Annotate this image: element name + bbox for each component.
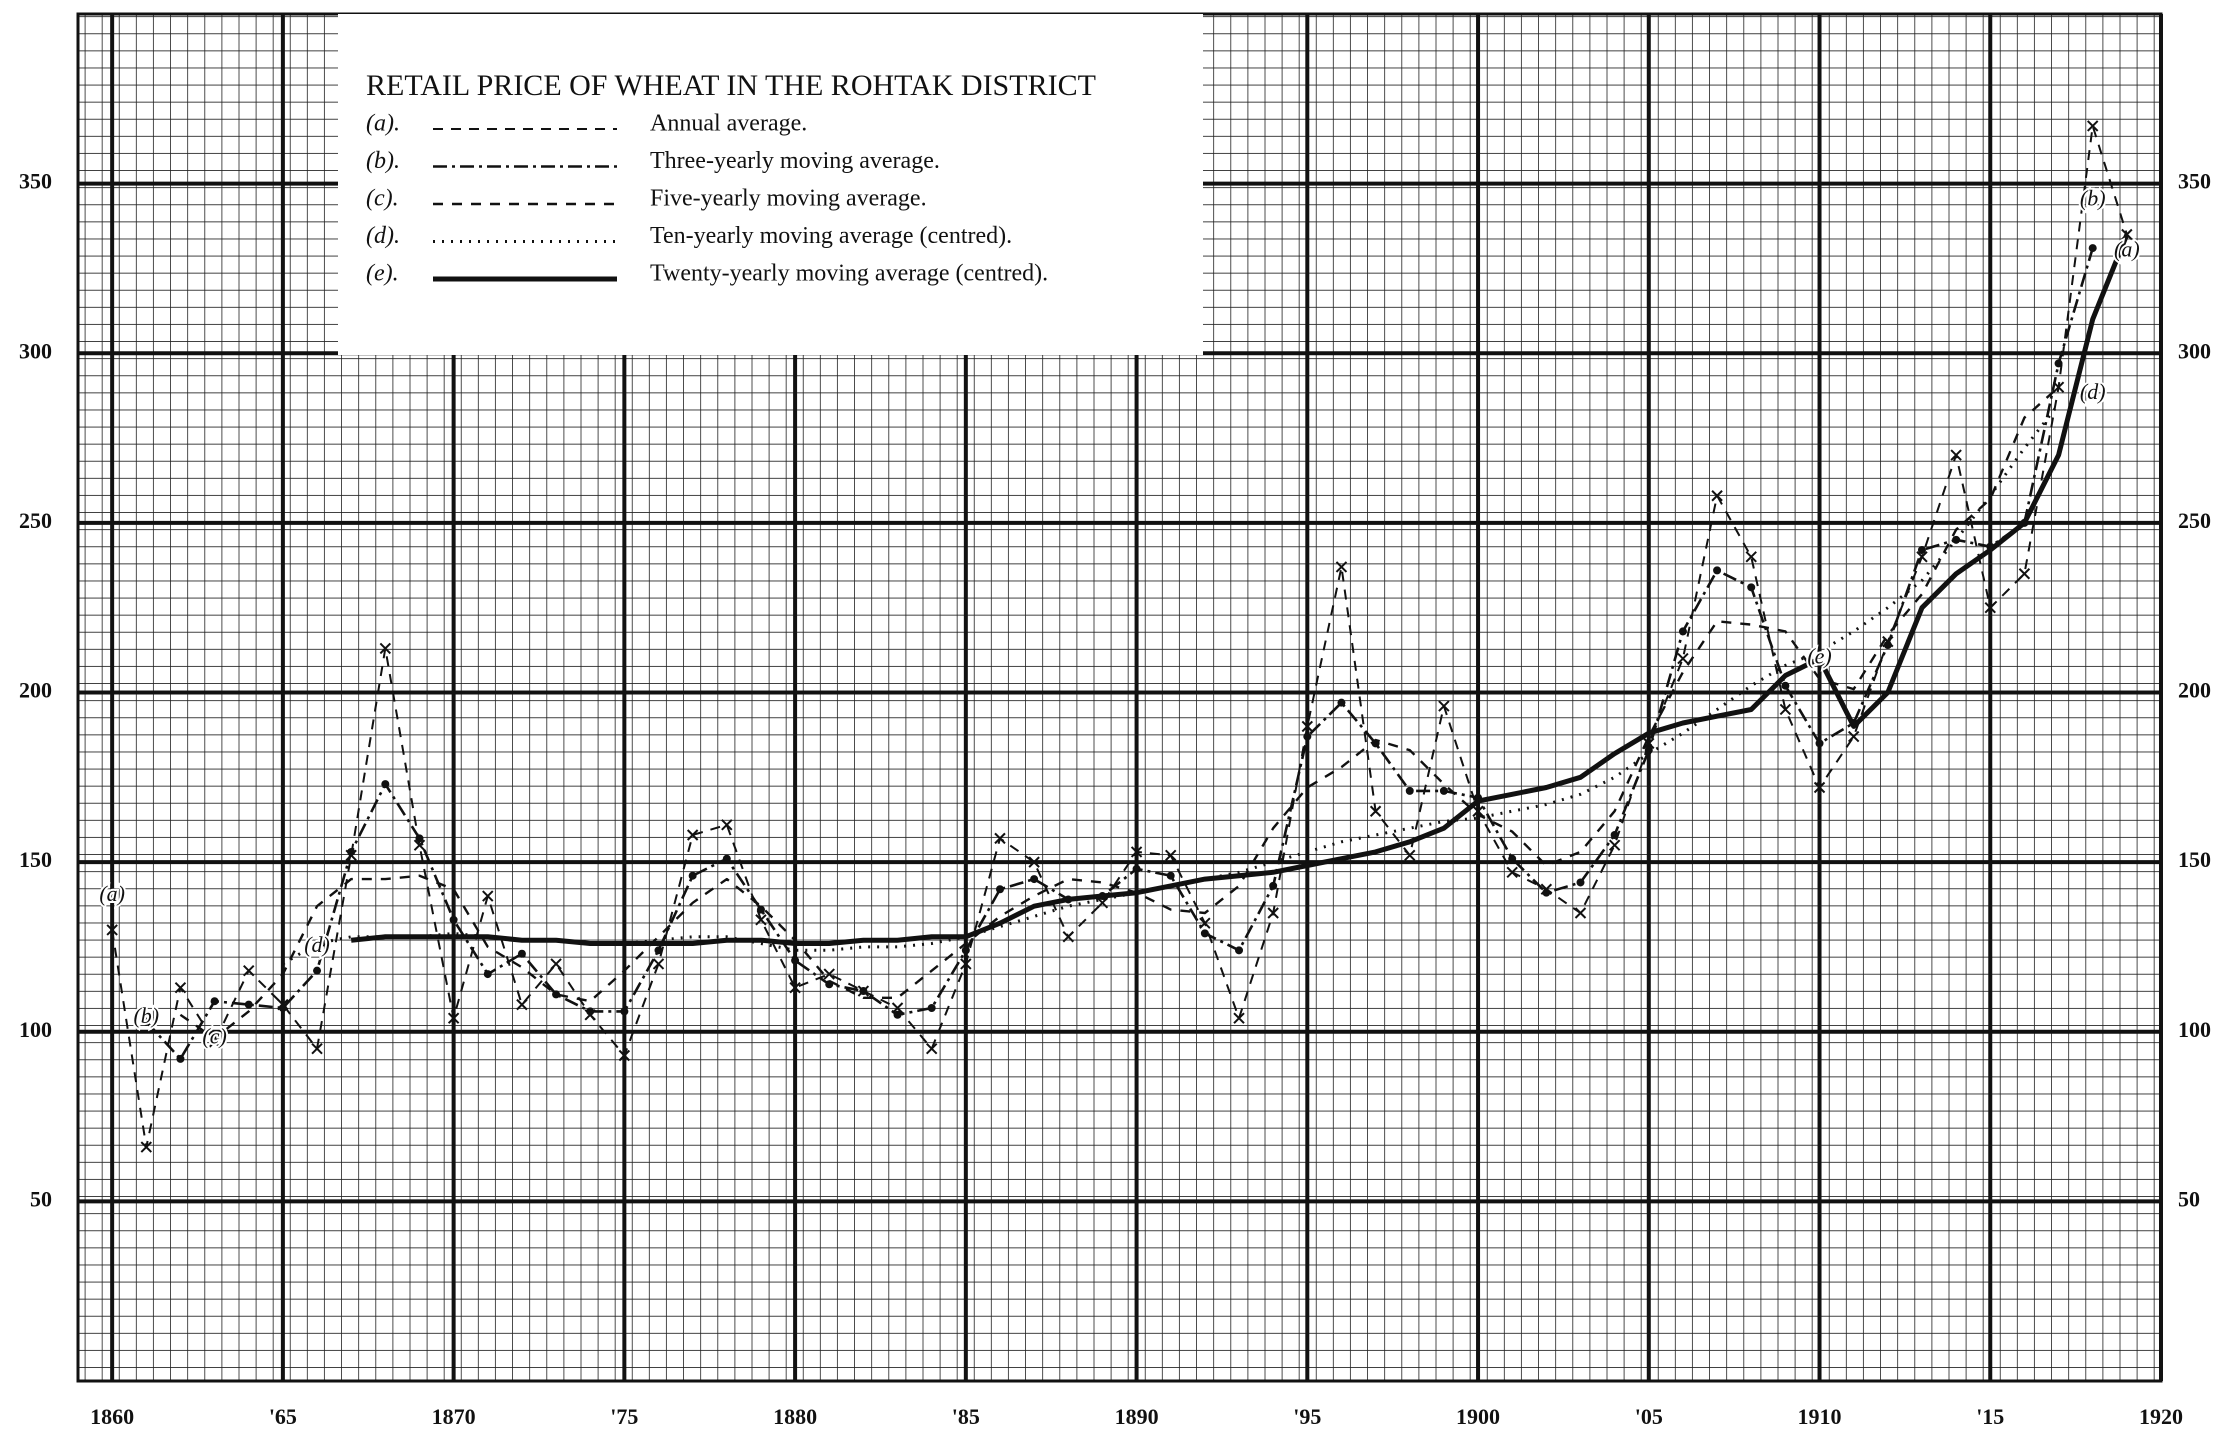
point-marker [686, 829, 699, 841]
x-tick-label: '85 [952, 1404, 980, 1429]
point-marker [1608, 839, 1621, 851]
legend-box [338, 14, 1203, 355]
legend-key: (b). [366, 148, 400, 174]
y-tick-label-right: 350 [2178, 169, 2211, 194]
x-tick-label: '05 [1635, 1404, 1663, 1429]
point-marker [1166, 871, 1175, 880]
point-marker [244, 1000, 253, 1009]
point-marker [823, 968, 835, 980]
point-marker [927, 1004, 936, 1013]
legend-label: Twenty-yearly moving average (centred). [650, 261, 1048, 287]
legend: (a). Annual average. (b). Three-yearly movi… [366, 111, 1048, 287]
series-line [111, 125, 2128, 1149]
annotation: (d) [304, 932, 330, 957]
legend-key: (d). [366, 223, 400, 249]
series-line [179, 386, 2060, 1040]
annotation: (e) [1807, 644, 1831, 669]
legend-key: (c). [366, 186, 399, 212]
legend-label: Ten-yearly moving average (centred). [650, 223, 1012, 249]
x-tick-label: '15 [1976, 1404, 2004, 1429]
y-tick-label: 150 [19, 847, 52, 872]
legend-label: Annual average. [650, 111, 807, 137]
x-tick-label: '95 [1293, 1404, 1321, 1429]
point-marker [311, 1043, 323, 1055]
point-marker [1745, 551, 1757, 563]
y-tick-label: 350 [19, 169, 52, 194]
point-marker [2088, 244, 2097, 253]
annotation: (c) [202, 1024, 226, 1049]
series-line [145, 247, 2094, 1061]
y-tick-label-right: 250 [2178, 508, 2211, 533]
x-tick-label: '65 [269, 1404, 297, 1429]
series-line [282, 403, 2060, 966]
point-marker [652, 958, 665, 970]
point-marker [1303, 732, 1312, 741]
annotation: (d) [2080, 379, 2106, 404]
point-marker [721, 819, 733, 831]
point-marker [1301, 720, 1314, 733]
legend-label: Three-yearly moving average. [650, 148, 940, 174]
point-marker [1233, 1012, 1245, 1024]
y-tick-label-right: 150 [2178, 847, 2211, 872]
y-tick-label-right: 300 [2178, 338, 2211, 363]
point-marker [208, 1036, 221, 1048]
y-tick-label-right: 100 [2178, 1017, 2211, 1042]
legend-key: (a). [366, 111, 400, 137]
x-tick-label: 1920 [2139, 1404, 2183, 1429]
lines [106, 120, 2133, 1153]
point-marker [413, 839, 426, 851]
y-tick-label: 50 [30, 1186, 52, 1211]
x-tick-label: 1910 [1798, 1404, 1842, 1429]
point-marker [1335, 561, 1348, 573]
y-tick-label: 250 [19, 508, 52, 533]
x-tick-label: 1870 [432, 1404, 476, 1429]
legend-key: (e). [366, 261, 399, 287]
x-tick-label: '75 [610, 1404, 638, 1429]
point-marker [1677, 652, 1689, 665]
annotation: (a) [99, 881, 125, 906]
x-tick-label: 1900 [1456, 1404, 1500, 1429]
annotation: (b) [2080, 186, 2106, 211]
annotation: (b) [133, 1003, 159, 1028]
point-marker [1542, 888, 1551, 897]
y-tick-label: 300 [19, 338, 52, 363]
y-tick-label: 100 [19, 1017, 52, 1042]
x-tick-label: 1890 [1115, 1404, 1159, 1429]
legend-label: Five-yearly moving average. [650, 186, 927, 212]
y-tick-label-right: 200 [2178, 678, 2211, 703]
point-marker [755, 914, 767, 926]
point-marker [2086, 120, 2099, 132]
chart-title: RETAIL PRICE OF WHEAT IN THE ROHTAK DIST… [366, 69, 1096, 102]
point-marker [106, 924, 118, 936]
annotation: (a) [2114, 237, 2140, 262]
y-tick-label-right: 50 [2178, 1186, 2200, 1211]
x-tick-label: 1880 [773, 1404, 817, 1429]
labels: 50 50 100 100 150 150 200 200 250 250 300 300 350 350… [19, 169, 2211, 1429]
series-line [350, 233, 2130, 946]
y-tick-label: 200 [19, 678, 52, 703]
point-marker [1779, 703, 1792, 716]
x-tick-label: 1860 [90, 1404, 134, 1429]
point-marker [789, 981, 801, 994]
